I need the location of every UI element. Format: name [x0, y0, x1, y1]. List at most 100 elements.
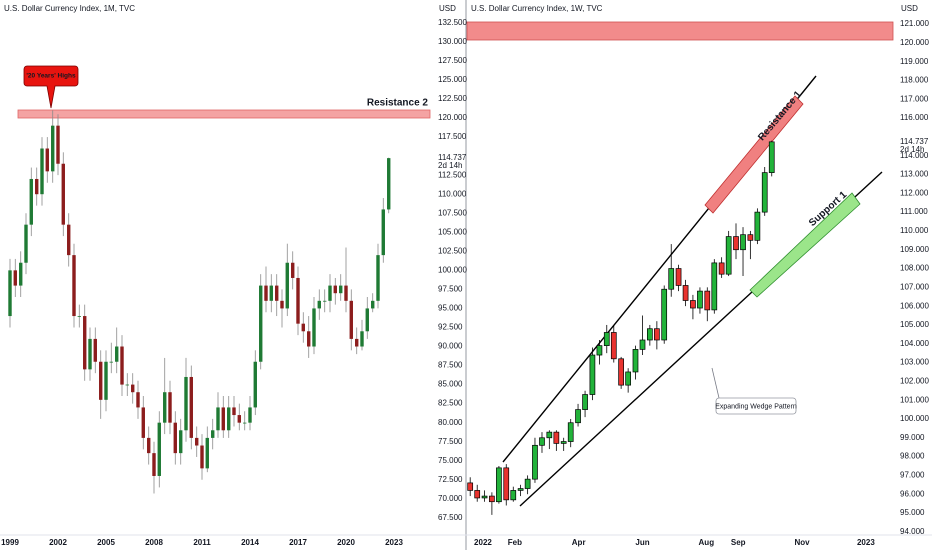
y-tick-label: 103.000 — [900, 358, 929, 367]
y-tick-label: 132.500 — [438, 18, 467, 27]
y-tick-label: 117.500 — [438, 132, 467, 141]
countdown-label: 2d 14h — [438, 161, 462, 170]
x-tick-label: 2008 — [145, 538, 163, 547]
candle-body — [690, 300, 696, 309]
x-tick-label: Jun — [635, 538, 649, 547]
candle-body — [275, 285, 279, 301]
candle-body — [711, 262, 718, 311]
candle-body — [237, 415, 241, 423]
y-tick-label: 106.000 — [900, 301, 929, 310]
y-tick-label: 112.500 — [438, 170, 467, 179]
y-tick-label: 105.000 — [900, 320, 929, 329]
y-tick-label: 117.000 — [900, 94, 929, 103]
candle-body — [747, 234, 754, 241]
candle-body — [195, 437, 199, 446]
candle-body — [510, 490, 517, 501]
candle-body — [29, 178, 33, 225]
axis-unit: USD — [439, 4, 456, 13]
y-tick-label: 97.500 — [438, 285, 463, 294]
candle-body — [253, 361, 257, 408]
y-tick-label: 72.500 — [438, 475, 463, 484]
y-tick-label: 98.000 — [900, 452, 925, 461]
candle-body — [264, 285, 268, 301]
marks: U.S. Dollar Currency Index, 1M, TVC USD 67… — [1, 4, 929, 547]
candle-body — [45, 148, 49, 172]
candle-body — [216, 407, 220, 431]
pattern-label-box — [715, 397, 797, 415]
candle-body — [243, 422, 247, 424]
y-tick-label: 130.000 — [438, 37, 467, 46]
y-tick-label: 80.000 — [438, 418, 463, 427]
candle-body — [24, 224, 28, 263]
pattern-label: Expanding Wedge Pattern — [715, 403, 797, 410]
x-tick-label: Nov — [794, 538, 810, 547]
candle-body — [51, 125, 55, 172]
y-tick-label: 82.500 — [438, 399, 463, 408]
candle-body — [675, 268, 682, 286]
candle-body — [67, 224, 71, 256]
candle-body — [668, 268, 675, 290]
y-tick-label: 125.000 — [438, 75, 467, 84]
y-tick-label: 100.000 — [438, 265, 467, 274]
y-tick-label: 114.000 — [900, 151, 929, 160]
countdown-label: 2d 14h — [900, 145, 924, 154]
support-1-zone — [749, 192, 861, 298]
candle-body — [296, 277, 300, 324]
y-tick-label: 122.500 — [438, 94, 467, 103]
candle-body — [339, 285, 343, 294]
y-tick-label: 112.000 — [900, 188, 929, 197]
x-tick-label: 2017 — [289, 538, 307, 547]
candle-body — [77, 316, 81, 317]
candle-body — [733, 236, 739, 251]
y-tick-label: 113.000 — [900, 170, 929, 179]
pattern-pointer — [711, 367, 720, 399]
resistance-zone-top — [466, 21, 894, 41]
candle-body — [8, 270, 12, 317]
candle-body — [532, 444, 538, 480]
candle-body — [589, 354, 596, 395]
chart-title: U.S. Dollar Currency Index, 1M, TVC — [4, 4, 135, 13]
x-tick-label: 1999 — [1, 538, 19, 547]
candle-body — [307, 331, 311, 347]
y-tick-label: 87.500 — [438, 361, 463, 370]
x-tick-label: 2022 — [474, 538, 492, 547]
candle-body — [467, 482, 474, 491]
candle-body — [184, 376, 188, 431]
y-tick-label: 104.000 — [900, 339, 929, 348]
x-tick-label: 2023 — [385, 538, 403, 547]
callout-box — [23, 65, 79, 109]
candle-body — [173, 422, 177, 454]
candle-body — [503, 467, 510, 501]
y-tick-label: 95.000 — [900, 508, 925, 517]
candle-body — [227, 407, 231, 431]
candle-body — [740, 234, 746, 251]
candle-body — [371, 300, 375, 309]
candle-body — [125, 384, 129, 386]
candle-body — [639, 339, 646, 350]
candle-body — [355, 338, 359, 347]
candle-body — [333, 285, 337, 294]
candle-body — [632, 349, 639, 373]
y-tick-label: 120.000 — [900, 38, 929, 47]
candle-body — [546, 431, 553, 439]
candle-body — [99, 361, 103, 400]
y-tick-label: 101.000 — [900, 395, 929, 404]
candle-body — [725, 236, 732, 275]
candle-body — [524, 478, 531, 489]
callout-label: '20 Years' Highs — [26, 73, 76, 80]
candle-body — [754, 211, 761, 241]
candle-body — [553, 431, 560, 444]
candle-body — [618, 358, 624, 386]
y-tick-label: 120.000 — [438, 113, 467, 122]
candle-body — [61, 163, 65, 225]
candle-body — [291, 262, 295, 278]
y-tick-label: 121.000 — [900, 19, 929, 28]
y-tick-label: 97.000 — [900, 470, 925, 479]
candle-body — [474, 490, 481, 499]
candle-body — [163, 392, 167, 423]
candle-body — [323, 300, 327, 302]
x-tick-label: Aug — [699, 538, 715, 547]
candle-body — [280, 300, 284, 309]
y-tick-label: 102.000 — [900, 376, 929, 385]
y-tick-label: 119.000 — [900, 57, 929, 66]
